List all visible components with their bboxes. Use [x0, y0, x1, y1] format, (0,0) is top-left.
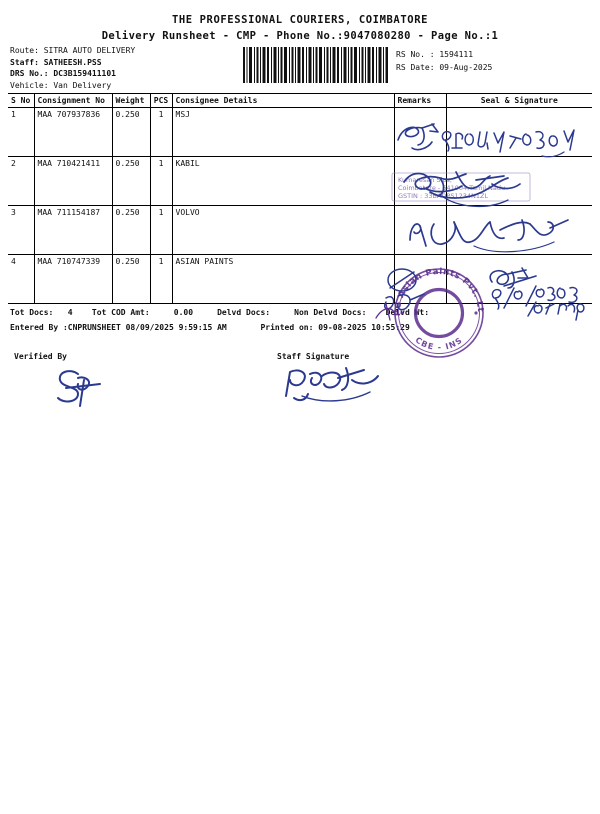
cell-weight: 0.250: [111, 205, 151, 255]
cell-sno: 3: [8, 205, 35, 255]
header-meta-left: Route: SITRA AUTO DELIVERY Staff: SATHEE…: [10, 45, 135, 91]
cell-seal-signature: [445, 254, 592, 304]
col-header-pcs: PCS: [149, 93, 173, 108]
signature-labels: Verified By Staff Signature: [0, 352, 600, 368]
cell-seal-signature: [445, 156, 592, 206]
col-header-remarks: Remarks: [393, 93, 447, 108]
drs-no-label: DRS No.: DC3B159411101: [10, 69, 116, 78]
totals-line-1: Tot Docs: 4 Tot COD Amt: 0.00 Delvd Docs…: [10, 308, 430, 317]
cell-seal-signature: [445, 205, 592, 255]
table-row: 4 MAA 710747339 0.250 1 ASIAN PAINTS: [8, 254, 592, 304]
cell-consignee: ASIAN PAINTS: [171, 254, 395, 304]
cell-consignment: MAA 710421411: [33, 156, 113, 206]
header-meta-right: RS No. : 1594111 RS Date: 09-Aug-2025: [396, 48, 492, 74]
cell-remarks: [393, 205, 447, 255]
header-meta: Route: SITRA AUTO DELIVERY Staff: SATHEE…: [0, 45, 600, 93]
cell-consignee: VOLVO: [171, 205, 395, 255]
rs-no: RS No. : 1594111: [396, 50, 474, 59]
col-header-sno: S No: [8, 93, 35, 108]
verified-by-label: Verified By: [14, 352, 67, 361]
barcode-icon: [243, 47, 388, 83]
table-row: 1 MAA 707937836 0.250 1 MSJ: [8, 107, 592, 157]
page-subtitle: Delivery Runsheet - CMP - Phone No.:9047…: [101, 30, 499, 42]
col-header-consignee: Consignee Details: [171, 93, 395, 108]
cell-weight: 0.250: [111, 254, 151, 304]
cell-consignment: MAA 710747339: [33, 254, 113, 304]
cell-consignment: MAA 711154187: [33, 205, 113, 255]
cell-pcs: 1: [149, 107, 173, 157]
cell-consignee: KABIL: [171, 156, 395, 206]
verified-by-signature: [44, 366, 134, 408]
runsheet-page: THE PROFESSIONAL COURIERS, COIMBATORE De…: [0, 14, 600, 814]
svg-text:CBE - INS: CBE - INS: [414, 335, 465, 352]
cell-consignment: MAA 707937836: [33, 107, 113, 157]
rs-date: RS Date: 09-Aug-2025: [396, 63, 493, 72]
table-header-row: S No Consignment No Weight PCS Consignee…: [8, 93, 592, 108]
cell-pcs: 1: [149, 205, 173, 255]
table-row: 3 MAA 711154187 0.250 1 VOLVO: [8, 205, 592, 255]
cell-pcs: 1: [149, 254, 173, 304]
cell-sno: 1: [8, 107, 35, 157]
runsheet-table: S No Consignment No Weight PCS Consignee…: [8, 93, 592, 304]
cell-consignee: MSJ: [171, 107, 395, 157]
cell-seal-signature: [445, 107, 592, 157]
col-header-weight: Weight: [111, 93, 151, 108]
cell-weight: 0.250: [111, 156, 151, 206]
cell-remarks: [393, 107, 447, 157]
route-label: Route: SITRA AUTO DELIVERY: [10, 46, 136, 55]
col-header-consignment: Consignment No: [33, 93, 113, 108]
staff-label: Staff: SATHEESH.PSS: [10, 57, 102, 67]
staff-signature-label: Staff Signature: [277, 352, 350, 361]
totals-line-2: Entered By :CNPRUNSHEET 08/09/2025 9:59:…: [10, 323, 410, 332]
col-header-seal-signature: Seal & Signature: [445, 93, 592, 108]
cell-sno: 4: [8, 254, 35, 304]
cell-sno: 2: [8, 156, 35, 206]
page-title: THE PROFESSIONAL COURIERS, COIMBATORE: [171, 14, 429, 26]
vehicle-label: Vehicle: Van Delivery: [10, 80, 112, 90]
cell-remarks: [393, 254, 447, 304]
cell-remarks: [393, 156, 447, 206]
cell-weight: 0.250: [111, 107, 151, 157]
staff-signature-ink: [278, 362, 388, 408]
cell-pcs: 1: [149, 156, 173, 206]
table-row: 2 MAA 710421411 0.250 1 KABIL: [8, 156, 592, 206]
